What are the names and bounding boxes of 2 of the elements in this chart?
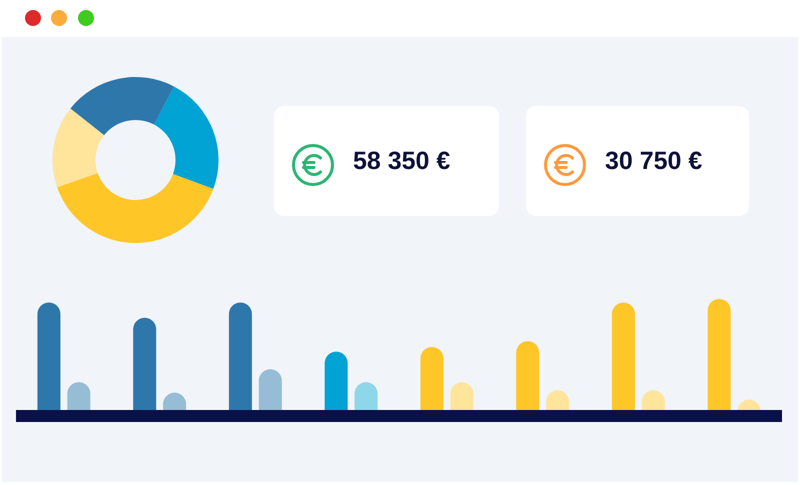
text: 58 350 € <box>353 146 450 176</box>
text: 30 750 € <box>605 146 702 176</box>
